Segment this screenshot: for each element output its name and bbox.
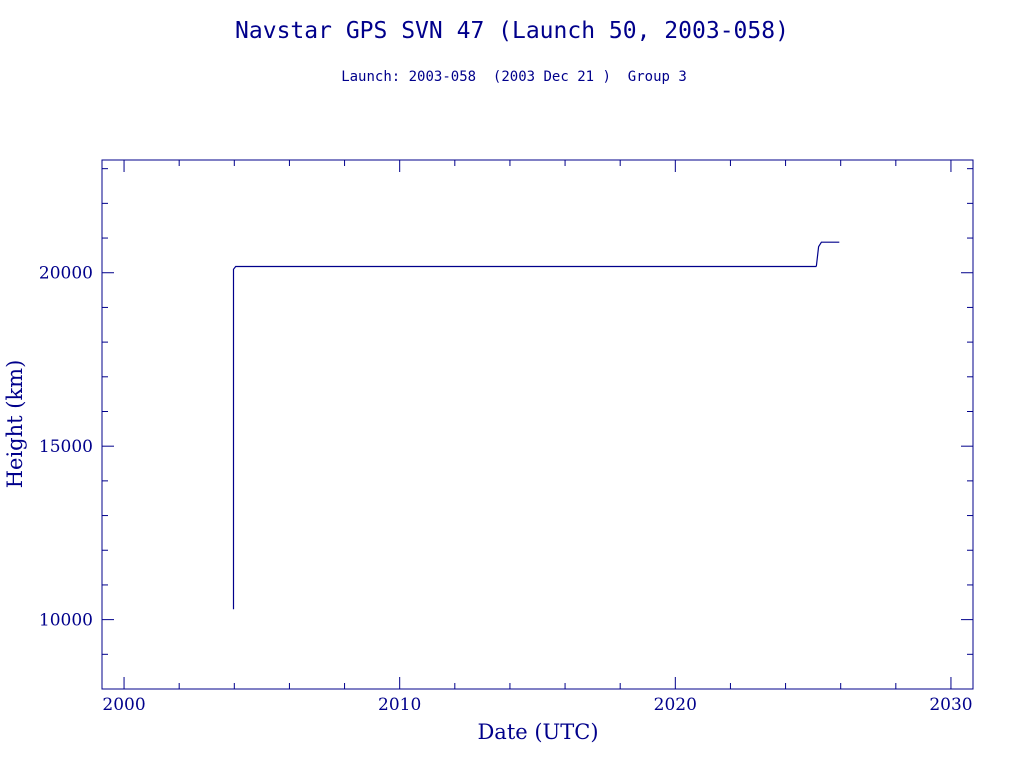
chart-title: Navstar GPS SVN 47 (Launch 50, 2003-058) — [235, 18, 789, 44]
x-tick-label: 2020 — [654, 695, 697, 715]
x-tick-label: 2000 — [102, 695, 145, 715]
x-tick-label: 2010 — [378, 695, 421, 715]
ticks-layer — [102, 160, 973, 689]
y-tick-label: 10000 — [39, 611, 93, 631]
y-axis-title: Height (km) — [3, 360, 27, 489]
y-tick-label: 20000 — [39, 264, 93, 284]
series-line-height — [232, 241, 840, 610]
labels-layer: 2000 2010 2020 2030 10000 15000 20000 — [39, 264, 973, 715]
x-axis-title: Date (UTC) — [477, 720, 598, 744]
y-tick-label: 15000 — [39, 437, 93, 457]
x-tick-label: 2030 — [929, 695, 972, 715]
chart-subtitle: Launch: 2003-058 (2003 Dec 21 ) Group 3 — [341, 69, 687, 85]
plot-frame — [101, 159, 974, 690]
